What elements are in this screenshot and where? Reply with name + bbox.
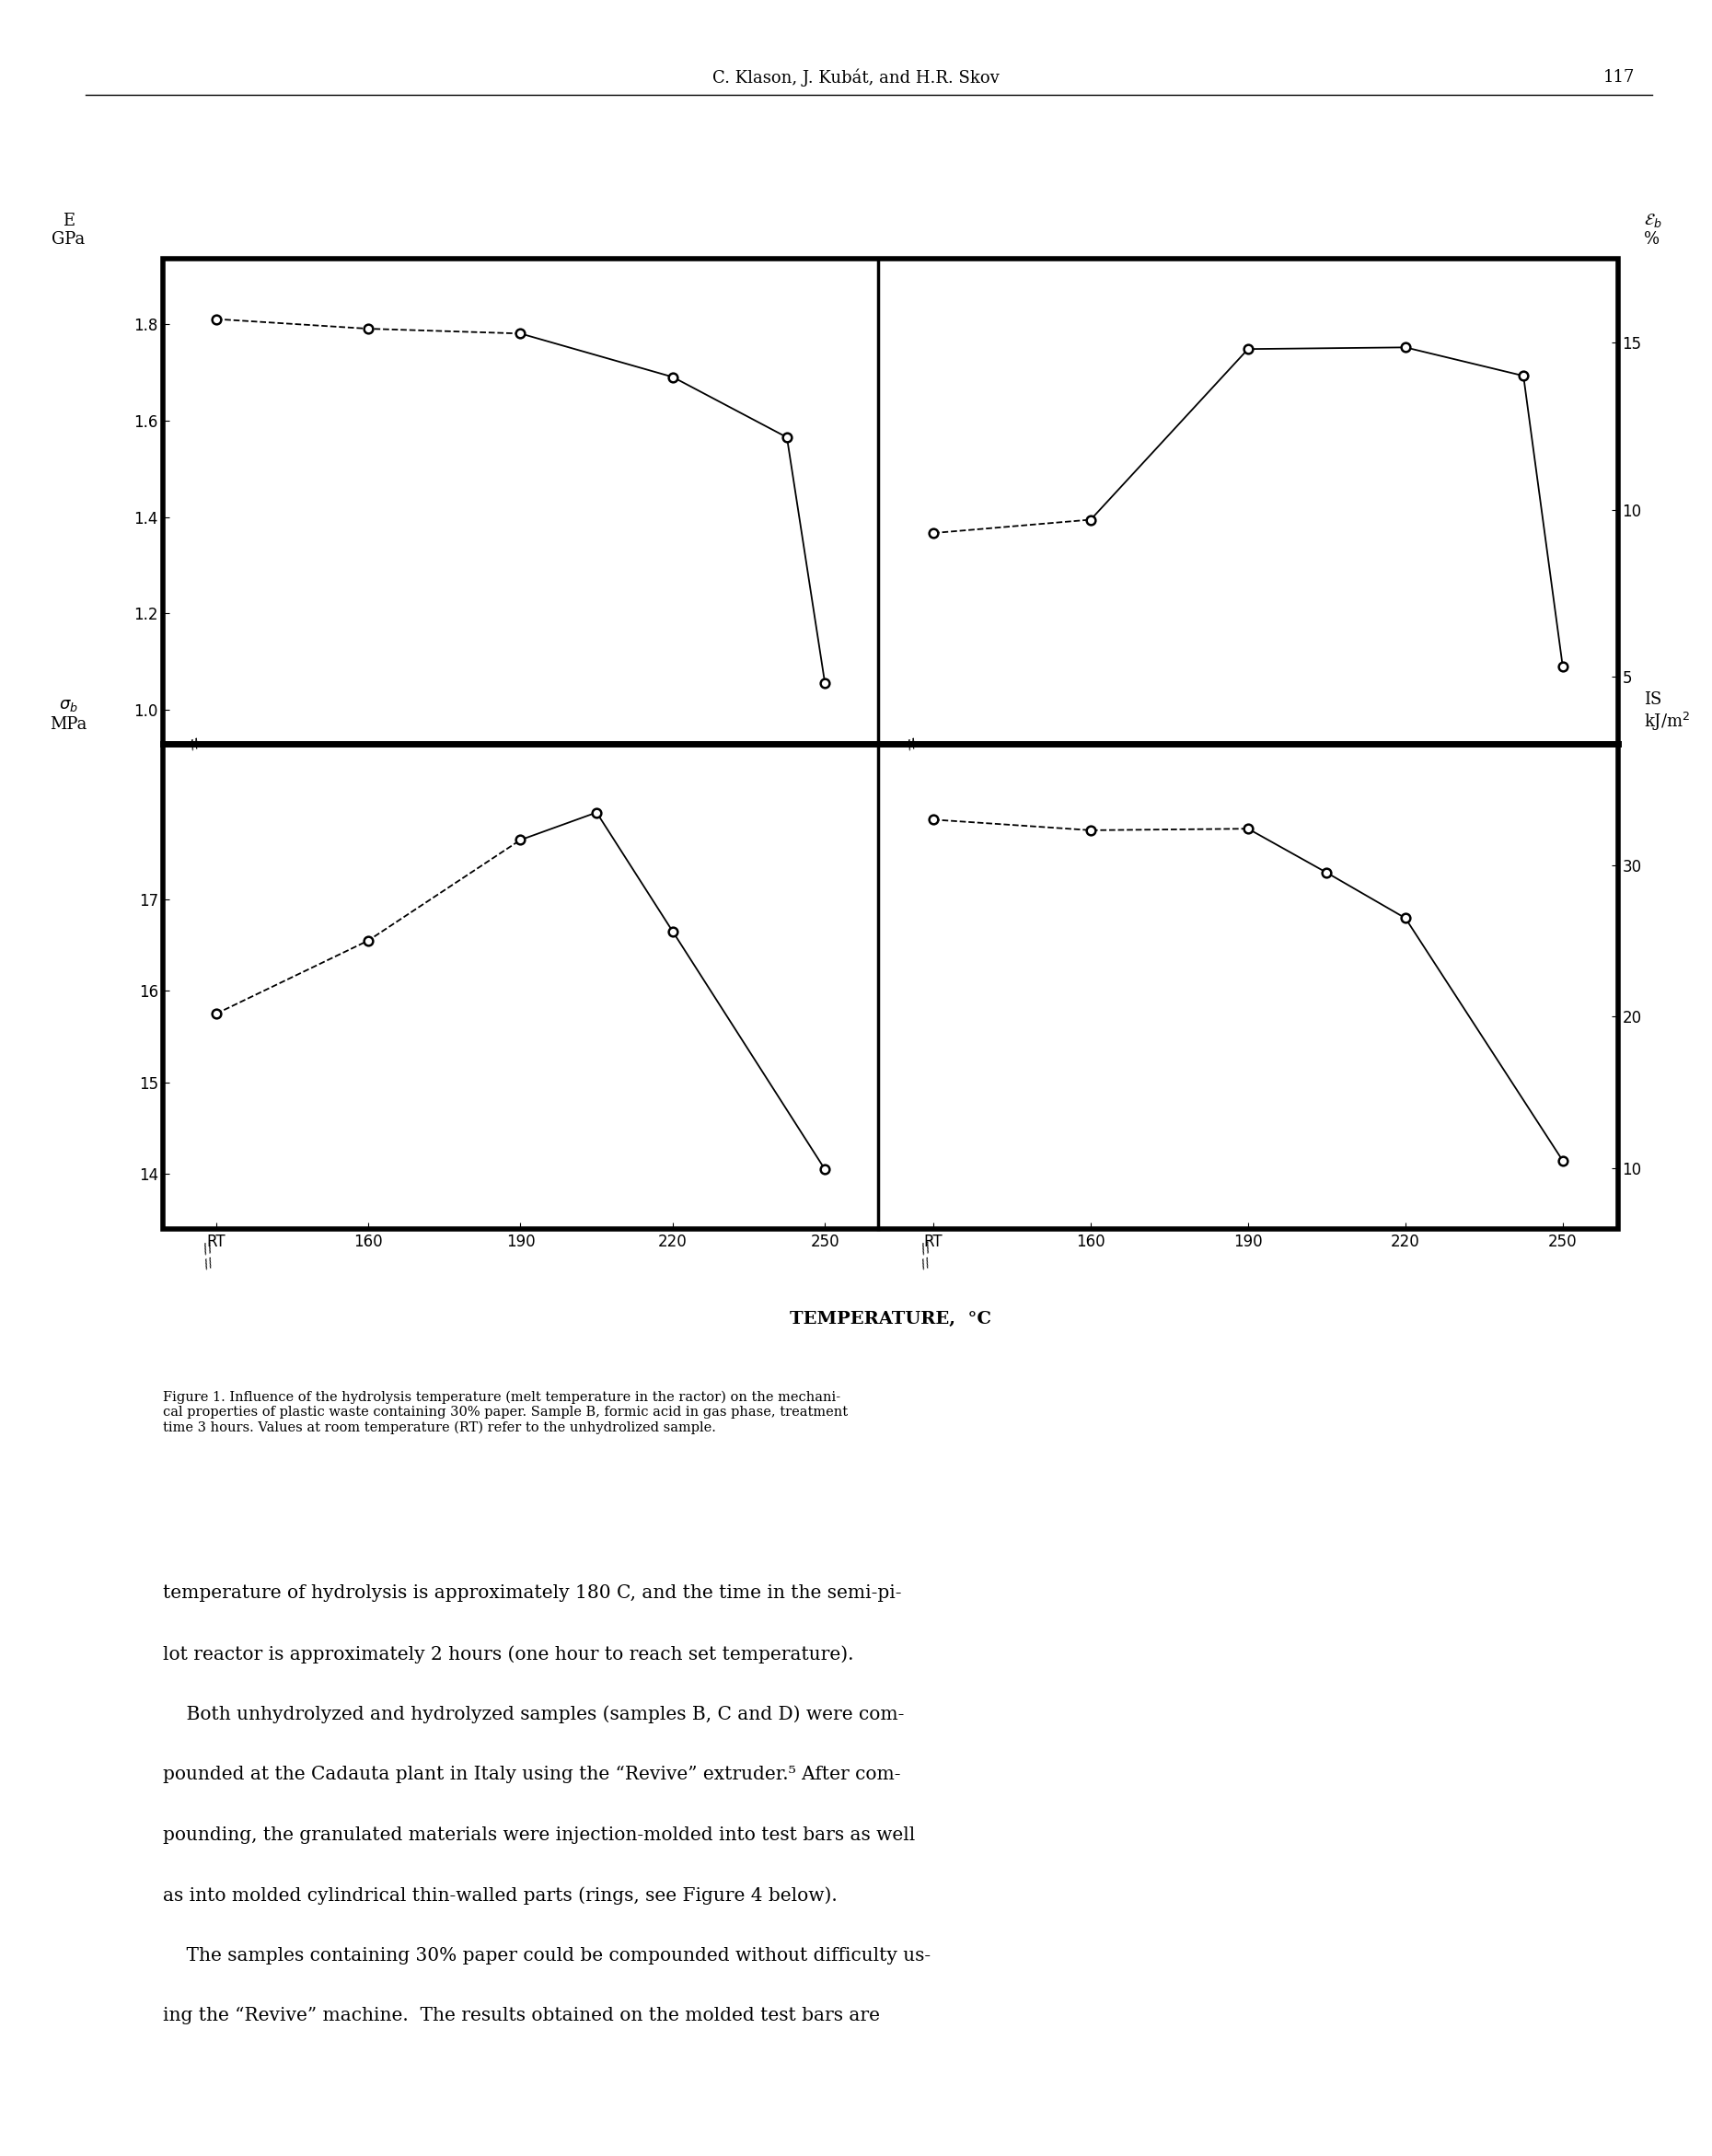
Text: //: //: [919, 1240, 931, 1257]
Text: pounded at the Cadauta plant in Italy using the “Revive” extruder.⁵ After com-: pounded at the Cadauta plant in Italy us…: [163, 1766, 901, 1783]
Text: $\sigma_b$
MPa: $\sigma_b$ MPa: [50, 696, 87, 733]
Text: ing the “Revive” machine.  The results obtained on the molded test bars are: ing the “Revive” machine. The results ob…: [163, 2007, 880, 2024]
Text: E
GPa: E GPa: [51, 211, 86, 248]
Text: 117: 117: [1604, 69, 1635, 86]
Text: $\mathcal{E}_b$
%: $\mathcal{E}_b$ %: [1644, 211, 1662, 248]
Text: IS
kJ/m$^2$: IS kJ/m$^2$: [1644, 690, 1690, 733]
Text: //: //: [202, 1255, 214, 1270]
Text: //: //: [188, 737, 200, 750]
Text: Both unhydrolyzed and hydrolyzed samples (samples B, C and D) were com-: Both unhydrolyzed and hydrolyzed samples…: [163, 1705, 904, 1723]
Text: //: //: [906, 737, 918, 750]
Text: //: //: [202, 1240, 216, 1257]
Text: Figure 1. Influence of the hydrolysis temperature (melt temperature in the racto: Figure 1. Influence of the hydrolysis te…: [163, 1391, 847, 1434]
Text: //: //: [188, 737, 200, 750]
Text: pounding, the granulated materials were injection-molded into test bars as well: pounding, the granulated materials were …: [163, 1826, 914, 1843]
Text: lot reactor is approximately 2 hours (one hour to reach set temperature).: lot reactor is approximately 2 hours (on…: [163, 1645, 853, 1662]
Text: temperature of hydrolysis is approximately 180 C, and the time in the semi-pi-: temperature of hydrolysis is approximate…: [163, 1585, 901, 1602]
Text: The samples containing 30% paper could be compounded without difficulty us-: The samples containing 30% paper could b…: [163, 1947, 930, 1964]
Text: as into molded cylindrical thin-walled parts (rings, see Figure 4 below).: as into molded cylindrical thin-walled p…: [163, 1886, 837, 1904]
Text: C. Klason, J. Kubát, and H.R. Skov: C. Klason, J. Kubát, and H.R. Skov: [712, 69, 1000, 86]
Text: TEMPERATURE,  °C: TEMPERATURE, °C: [789, 1311, 991, 1328]
Text: //: //: [919, 1255, 931, 1270]
Text: //: //: [906, 737, 918, 750]
